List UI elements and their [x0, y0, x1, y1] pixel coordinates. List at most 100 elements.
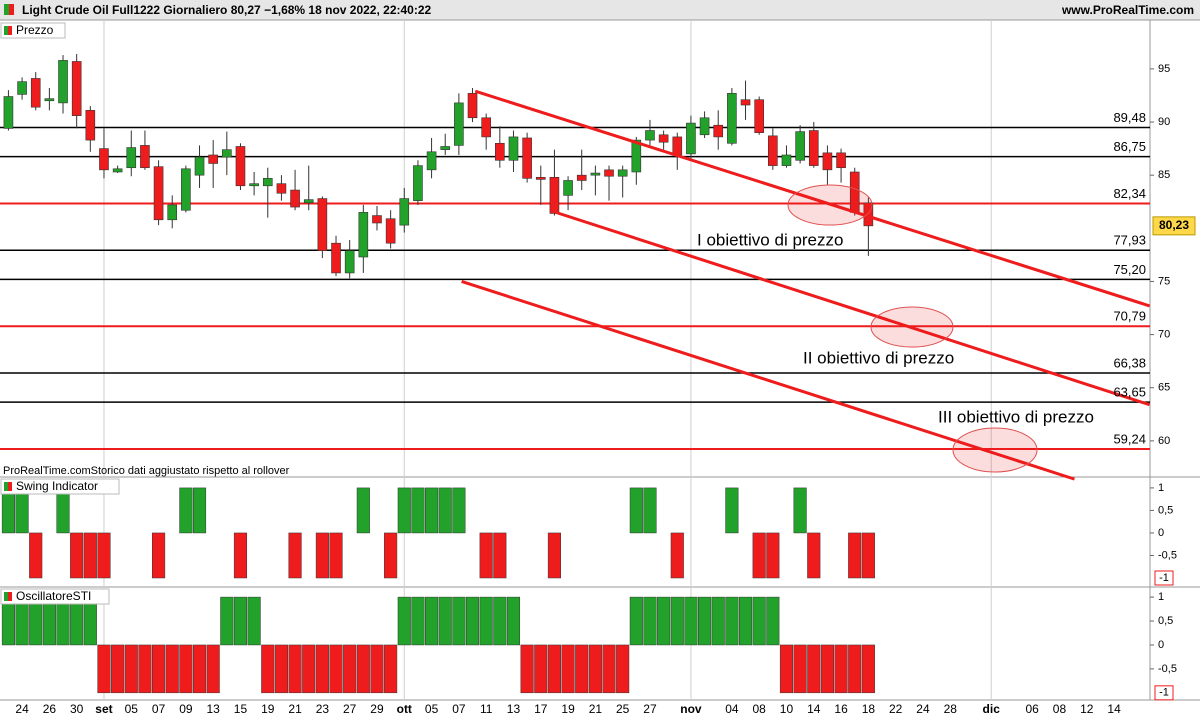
candle-body [290, 189, 300, 208]
candle-body [522, 137, 532, 179]
candle-body [781, 154, 792, 166]
candle-body [467, 93, 478, 119]
x-tick-label: 30 [70, 702, 84, 716]
indicator-bar [848, 644, 862, 694]
header-icon [9, 4, 14, 15]
candle-body [85, 110, 96, 141]
panel-title-text: Prezzo [16, 23, 54, 37]
indicator-bar [384, 532, 398, 579]
candle-body [658, 134, 669, 143]
indicator-bar [425, 487, 439, 534]
price-level-label: 86,75 [1113, 139, 1146, 154]
x-tick-label: 17 [534, 702, 548, 716]
price-level-label: 59,24 [1113, 431, 1146, 446]
candle-body [768, 135, 778, 166]
indicator-bar [848, 532, 862, 579]
header-icon [4, 4, 9, 15]
indicator-bar [425, 596, 439, 646]
indicator-bar [766, 596, 780, 646]
candle-body [822, 152, 833, 171]
target-ellipse [952, 427, 1038, 473]
footnote: ProRealTime.comStorico dati aggiustato r… [3, 465, 290, 477]
x-tick-label: 16 [834, 702, 848, 716]
candle-body [508, 136, 519, 161]
indicator-bar [643, 487, 657, 534]
x-tick-label: 19 [561, 702, 575, 716]
indicator-bar [684, 596, 698, 646]
candle-body [372, 215, 382, 224]
x-tick-label: dic [983, 702, 1001, 716]
header-title: Light Crude Oil Full1222 Giornaliero 80,… [22, 3, 432, 17]
annotation: III obiettivo di prezzo [938, 407, 1094, 426]
x-tick-label: 22 [889, 702, 903, 716]
price-level-label: 75,20 [1113, 262, 1146, 277]
indicator-bar [452, 596, 466, 646]
indicator-bar [15, 487, 29, 534]
indicator-bar [56, 487, 70, 534]
indicator-bar [506, 596, 521, 646]
indicator-bar [861, 644, 875, 694]
x-tick-label: 07 [152, 702, 166, 716]
candle-body [808, 130, 819, 166]
indicator-bar [657, 596, 671, 646]
indicator-bar [152, 532, 166, 579]
last-value-tag [1154, 685, 1174, 701]
indicator-bar [233, 532, 248, 579]
x-tick-label: 07 [452, 702, 466, 716]
x-tick-label: 19 [261, 702, 275, 716]
indicator-bar [725, 596, 739, 646]
indicator-bar [493, 596, 507, 646]
indicator-bar [343, 644, 357, 694]
y-tick-label: 90 [1158, 116, 1170, 128]
candle-body [99, 148, 109, 171]
indicator-bar [793, 644, 807, 694]
candle-body [754, 99, 764, 133]
indicator-bar [438, 487, 452, 534]
y-tick-label: 75 [1158, 275, 1170, 287]
indicator-bar [479, 532, 493, 579]
candle-body [140, 145, 150, 169]
y-tick-label: 0 [1158, 527, 1164, 539]
price-level-label: 63,65 [1113, 385, 1146, 400]
x-tick-label: 08 [752, 702, 766, 716]
indicator-bar [438, 596, 452, 646]
trend-line [461, 280, 1075, 481]
x-tick-label: 26 [43, 702, 57, 716]
indicator-bar [165, 644, 179, 694]
candle-body [440, 146, 451, 150]
indicator-bar [465, 596, 480, 646]
candle-body [535, 176, 546, 180]
indicator-bar [70, 532, 84, 579]
indicator-bar [111, 644, 125, 694]
candle-body [17, 81, 27, 95]
candle-body [222, 149, 232, 158]
target-ellipses [787, 184, 1038, 473]
indicator-bar [370, 644, 384, 694]
indicator-bar [752, 596, 766, 646]
header-site[interactable]: www.ProRealTime.com [1061, 3, 1194, 17]
indicator-bar [793, 487, 807, 534]
indicator-bar [575, 644, 589, 694]
x-tick-label: 14 [1107, 702, 1121, 716]
indicator-bar [247, 596, 261, 646]
panel-title-text: OscillatoreSTI [16, 589, 91, 603]
indicator-bar [602, 644, 616, 694]
indicator-bar [752, 532, 766, 579]
candle-body [153, 166, 164, 221]
candle-body [563, 180, 573, 196]
candle-body [71, 61, 82, 116]
indicator-bar [397, 596, 411, 646]
x-tick-label: 13 [206, 702, 220, 716]
indicator-bar [315, 532, 329, 579]
indicator-bar [588, 644, 602, 694]
panel-title: Swing Indicator [0, 478, 120, 495]
candle-body [686, 122, 696, 155]
indicator-bar [629, 596, 643, 646]
grid [103, 20, 1154, 700]
indicator-bar [138, 644, 152, 694]
indicator-bar [124, 644, 138, 694]
candle-body [249, 183, 259, 187]
last-value-label: -1 [1159, 687, 1169, 699]
indicator-bar [725, 487, 739, 534]
